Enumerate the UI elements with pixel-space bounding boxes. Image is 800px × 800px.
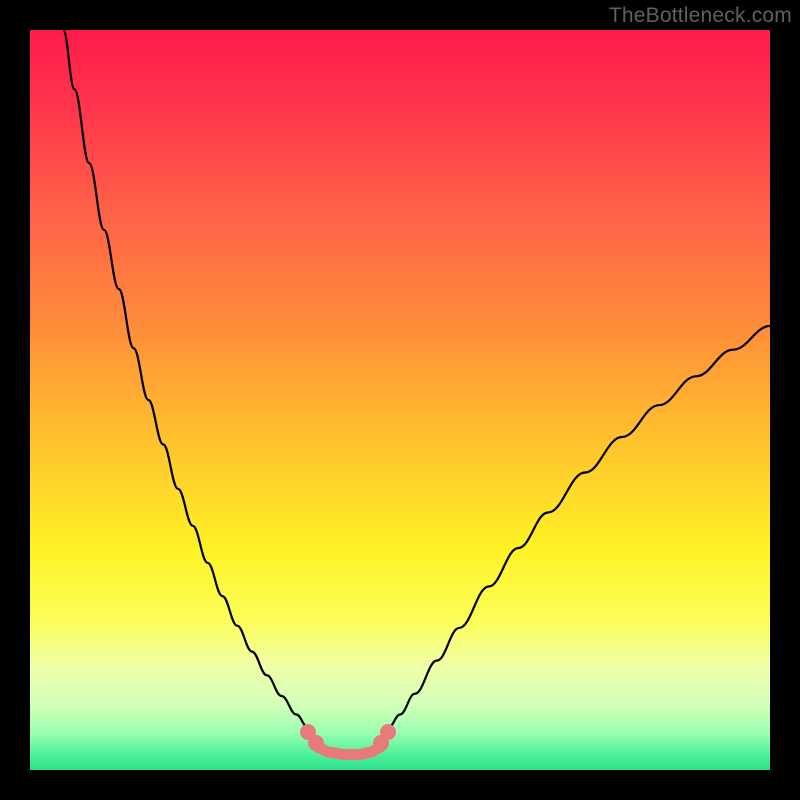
marker-layer [0, 0, 800, 800]
data-marker [380, 724, 396, 740]
chart-container: TheBottleneck.com [0, 0, 800, 800]
watermark-text: TheBottleneck.com [609, 4, 792, 28]
data-marker [308, 735, 324, 751]
